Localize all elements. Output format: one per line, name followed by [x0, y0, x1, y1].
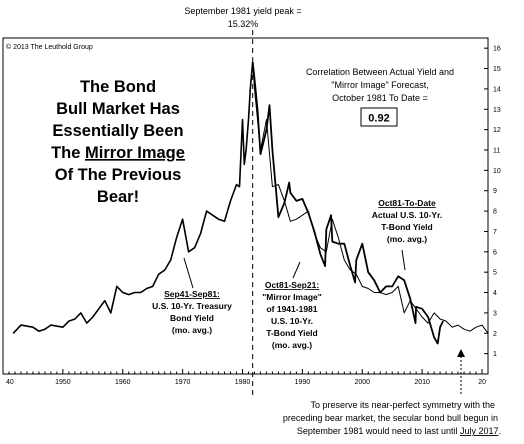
- correlation-value-box: [360, 107, 398, 127]
- peak-label-line2: 15.32%: [228, 19, 259, 29]
- sep41-line-2: Bond Yield: [170, 313, 214, 323]
- x-tick-label: 1950: [55, 379, 71, 386]
- headline-line-4: The Mirror Image: [51, 144, 185, 162]
- footer-line-3: September 1981 would need to last until …: [297, 426, 501, 436]
- headline-mirror-image: Mirror Image: [85, 144, 185, 162]
- footer-july-2017: July 2017: [460, 426, 499, 436]
- x-tick-label: 40: [6, 379, 14, 386]
- y-tick-label: 5: [493, 270, 497, 277]
- mirror-title: Oct81-Sep21:: [265, 280, 319, 290]
- y-tick-label: 8: [493, 209, 497, 216]
- correlation-value: 0.92: [368, 113, 389, 125]
- series-layer: [12, 61, 489, 345]
- plot-frame: [2, 37, 489, 375]
- series-line-actual: [251, 61, 444, 345]
- mirror-line-5: (mo. avg.): [272, 340, 312, 350]
- correlation-line-3: October 1981 To Date =: [332, 93, 428, 103]
- series-line-sep41: [12, 61, 254, 334]
- x-tick-label: 2010: [414, 379, 430, 386]
- x-tick-label: 1960: [115, 379, 131, 386]
- correlation-note: Correlation Between Actual Yield and "Mi…: [306, 67, 454, 127]
- x-tick-label: 1970: [175, 379, 191, 386]
- actual-annotation: Oct81-To-Date Actual U.S. 10-Yr. T-Bond …: [372, 198, 442, 244]
- headline-line-6: Bear!: [97, 188, 139, 206]
- footer-line-1: To preserve its near-perfect symmetry wi…: [310, 400, 495, 410]
- headline-line-1: The Bond: [80, 78, 156, 96]
- x-tick-label: 2000: [354, 379, 370, 386]
- actual-line-2: T-Bond Yield: [381, 222, 432, 232]
- y-tick-label: 16: [493, 46, 501, 53]
- mirror-line-1: "Mirror Image": [262, 292, 322, 302]
- footer-note: To preserve its near-perfect symmetry wi…: [283, 400, 501, 436]
- y-tick-label: 2: [493, 331, 497, 338]
- mirror-annotation: Oct81-Sep21: "Mirror Image" of 1941-1981…: [262, 280, 322, 350]
- correlation-line-1: Correlation Between Actual Yield and: [306, 67, 454, 77]
- y-tick-label: 14: [493, 86, 501, 93]
- y-tick-label: 13: [493, 107, 501, 114]
- y-tick-label: 11: [493, 148, 500, 155]
- footer-line-2: preceding bear market, the secular bond …: [283, 413, 498, 423]
- y-tick-label: 1: [493, 351, 497, 358]
- sep41-title: Sep41-Sep81:: [164, 289, 220, 299]
- actual-title: Oct81-To-Date: [378, 198, 436, 208]
- copyright-text: © 2013 The Leuthold Group: [6, 43, 93, 51]
- july-2017-arrow-icon: [457, 349, 465, 357]
- peak-label-line1: September 1981 yield peak =: [184, 6, 301, 16]
- headline: The Bond Bull Market Has Essentially Bee…: [51, 78, 185, 206]
- mirror-line-4: T-Bond Yield: [266, 328, 317, 338]
- x-tick-label: 1980: [235, 379, 251, 386]
- y-tick-label: 7: [493, 229, 497, 236]
- sep41-annotation: Sep41-Sep81: U.S. 10-Yr. Treasury Bond Y…: [152, 289, 232, 335]
- x-axis: 40 1950 1960 1970 1980 1990 2000 2010 20: [6, 369, 486, 386]
- x-tick-label: 1990: [295, 379, 311, 386]
- series-line-mirror: [252, 61, 489, 334]
- sep41-line-3: (mo. avg.): [172, 325, 212, 335]
- mirror-line-3: U.S. 10-Yr.: [271, 316, 313, 326]
- sep41-line-1: U.S. 10-Yr. Treasury: [152, 301, 232, 311]
- y-tick-label: 12: [493, 127, 501, 134]
- y-tick-label: 10: [493, 168, 501, 175]
- headline-line-2: Bull Market Has: [56, 100, 180, 118]
- y-tick-label: 15: [493, 66, 501, 73]
- correlation-line-2: "Mirror Image" Forecast,: [331, 80, 428, 90]
- y-tick-label: 4: [493, 290, 497, 297]
- actual-line-3: (mo. avg.): [387, 234, 427, 244]
- headline-line-3: Essentially Been: [52, 122, 183, 140]
- mirror-pointer-line: [292, 261, 301, 279]
- y-tick-label: 6: [493, 249, 497, 256]
- actual-pointer-line: [401, 249, 406, 271]
- sep41-pointer-line: [183, 257, 194, 289]
- actual-line-1: Actual U.S. 10-Yr.: [372, 210, 442, 220]
- y-tick-label: 9: [493, 188, 497, 195]
- y-tick-label: 3: [493, 310, 497, 317]
- x-tick-label: 20: [478, 379, 486, 386]
- mirror-line-2: of 1941-1981: [266, 304, 317, 314]
- headline-line-5: Of The Previous: [55, 166, 182, 184]
